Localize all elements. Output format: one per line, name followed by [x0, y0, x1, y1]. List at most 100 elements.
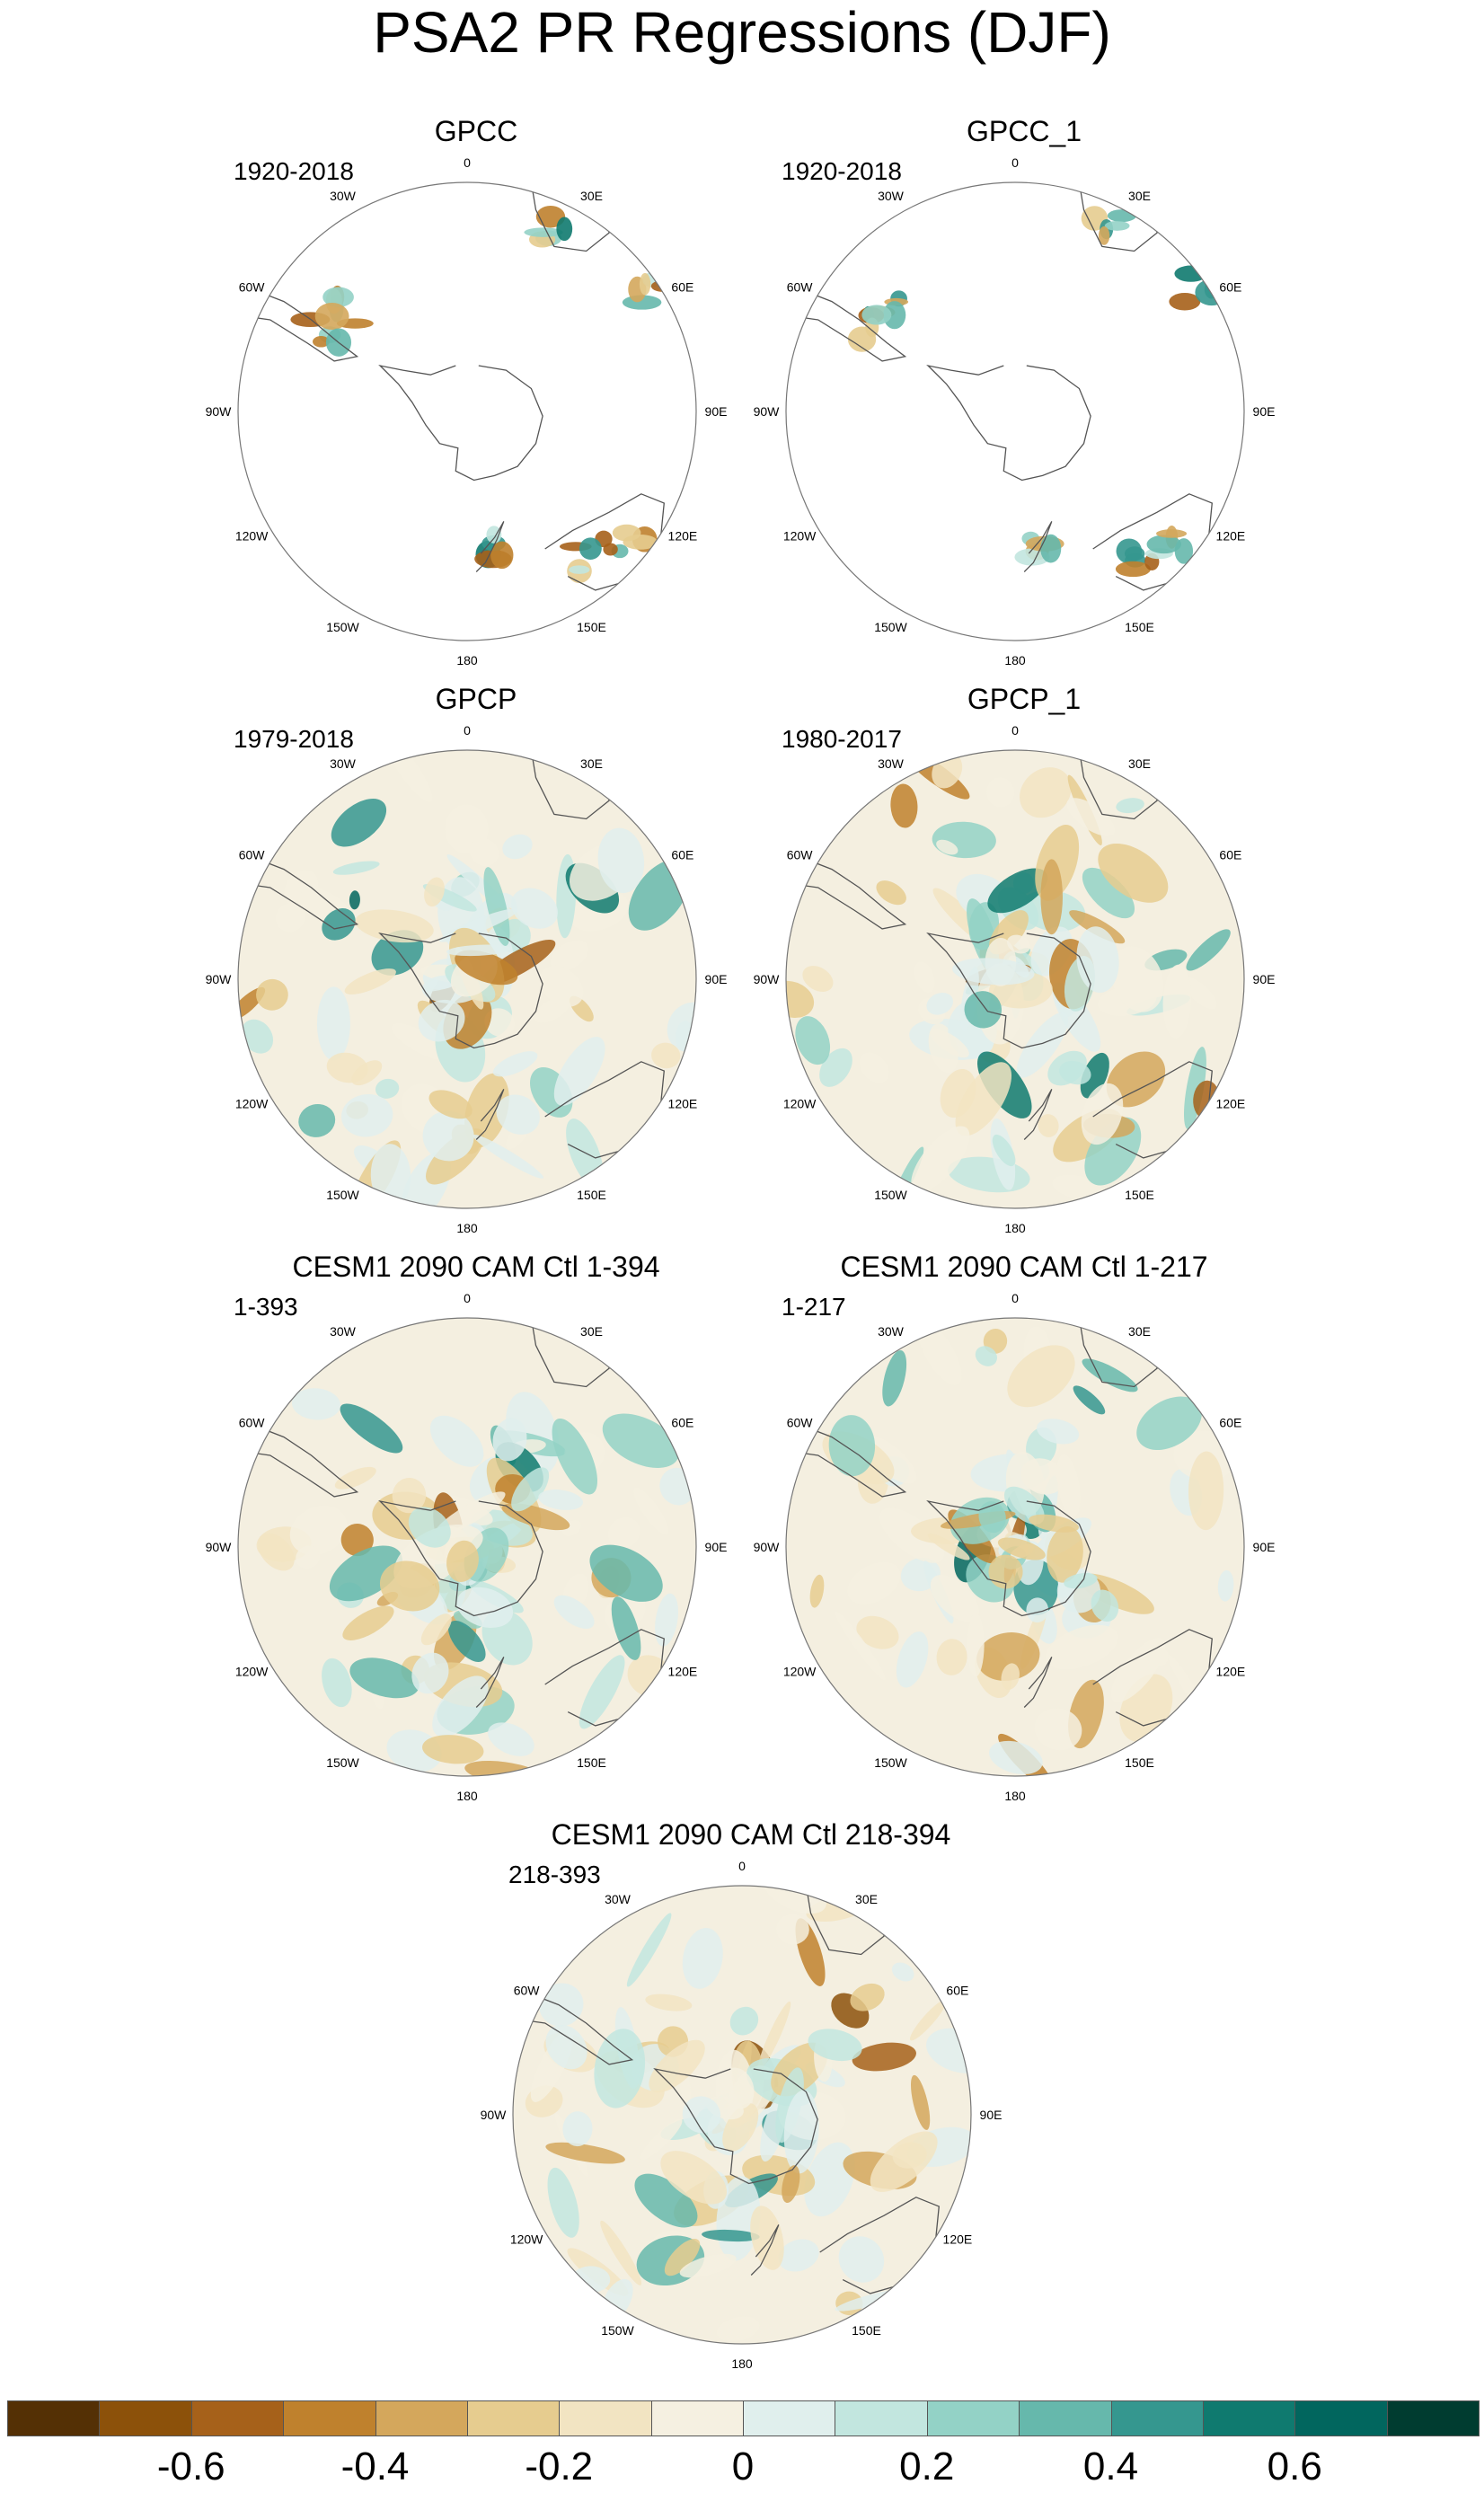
figure-title: PSA2 PR Regressions (DJF) — [373, 0, 1111, 65]
longitude-label: 180 — [1004, 1221, 1026, 1235]
map-panel-gpcc: 0 30E 60E 90E 120E 150E 180 150W 120W 90W 60W 30W G… — [198, 115, 755, 672]
panel-period: 1980-2017 — [782, 725, 902, 753]
colorbar-swatch — [926, 2400, 1020, 2436]
longitude-label: 150W — [601, 2323, 634, 2338]
longitude-label: 0 — [464, 1291, 471, 1305]
panel-period: 1-393 — [234, 1293, 298, 1321]
colorbar-tick-label: -0.4 — [340, 2444, 410, 2489]
longitude-label: 180 — [731, 2356, 753, 2371]
longitude-label: 180 — [456, 1789, 478, 1803]
map-boundary — [785, 1317, 1245, 1777]
longitude-label: 0 — [1011, 723, 1019, 738]
longitude-label: 180 — [1004, 653, 1026, 667]
longitude-label: 150E — [577, 620, 606, 634]
longitude-label: 120E — [943, 2232, 973, 2247]
precip-anomaly-field — [238, 750, 696, 1208]
colorbar-swatch — [1294, 2400, 1388, 2436]
map-panel-cesm1-1-394: 0 30E 60E 90E 120E 150E 180 150W 120W 90W 60W 30W C… — [198, 1251, 755, 1808]
colorbar-swatch — [190, 2400, 285, 2436]
precip-anomaly-field — [786, 750, 1244, 1208]
longitude-label: 60E — [671, 1416, 693, 1430]
coastlines — [786, 750, 1213, 1159]
longitude-label: 120E — [1216, 1097, 1246, 1111]
colorbar-tick-label: 0.6 — [1267, 2444, 1322, 2489]
colorbar-swatch — [1386, 2400, 1480, 2436]
longitude-label: 120W — [235, 1097, 269, 1111]
longitude-label: 30W — [878, 189, 905, 203]
longitude-label: 90W — [754, 972, 781, 986]
panel-period: 1979-2018 — [234, 725, 354, 753]
colorbar-tick-label: -0.6 — [156, 2444, 225, 2489]
longitude-label: 30E — [855, 1892, 878, 1906]
precip-anomaly-field — [513, 1886, 971, 2344]
colorbar-swatch — [99, 2400, 192, 2436]
longitude-label: 120W — [235, 529, 269, 544]
colorbar-swatch — [283, 2400, 376, 2436]
polar-map: 0 30E 60E 90E 120E 150E 180 150W 120W 90W 60W 30W — [206, 155, 728, 667]
longitude-label: 90E — [705, 404, 728, 419]
panel-period: 218-393 — [508, 1861, 601, 1888]
longitude-label: 90E — [980, 2108, 1003, 2122]
longitude-label: 120W — [235, 1665, 269, 1679]
polar-map: 0 30E 60E 90E 120E 150E 180 150W 120W 90W 60W 30W — [206, 723, 728, 1235]
map-boundary — [785, 749, 1245, 1209]
longitude-label: 90W — [754, 1540, 781, 1554]
longitude-label: 120E — [1216, 1665, 1246, 1679]
longitude-label: 30E — [580, 1324, 603, 1339]
colorbar-swatch — [743, 2400, 836, 2436]
longitude-label: 150E — [577, 1755, 606, 1770]
longitude-label: 90E — [705, 972, 728, 986]
longitude-label: 60E — [671, 848, 693, 862]
longitude-label: 0 — [1011, 155, 1019, 170]
polar-map: 0 30E 60E 90E 120E 150E 180 150W 120W 90W 60W 30W — [754, 1291, 1276, 1803]
panel-title: CESM1 2090 CAM Ctl 1-394 — [292, 1251, 660, 1283]
longitude-label: 150W — [326, 1188, 359, 1202]
longitude-label: 0 — [1011, 1291, 1019, 1305]
map-panel-gpcc-1: 0 30E 60E 90E 120E 150E 180 150W 120W 90W 60W 30W G… — [746, 115, 1303, 672]
longitude-label: 120E — [668, 1665, 698, 1679]
longitude-label: 120W — [510, 2232, 543, 2247]
map-boundary — [237, 749, 697, 1209]
coastlines — [786, 1318, 1213, 1727]
longitude-label: 30W — [330, 756, 357, 771]
longitude-label: 150W — [326, 1755, 359, 1770]
polar-map: 0 30E 60E 90E 120E 150E 180 150W 120W 90W 60W 30W — [481, 1859, 1003, 2371]
longitude-label: 90W — [206, 972, 233, 986]
colorbar-swatch — [650, 2400, 744, 2436]
map-boundary — [237, 1317, 697, 1777]
longitude-label: 150E — [577, 1188, 606, 1202]
precip-anomaly-field — [290, 205, 675, 583]
longitude-label: 30W — [878, 756, 905, 771]
longitude-label: 30W — [878, 1324, 905, 1339]
longitude-label: 30E — [1128, 1324, 1151, 1339]
map-panel-cesm1-218-394: 0 30E 60E 90E 120E 150E 180 150W 120W 90W 60W 30W C… — [473, 1818, 1029, 2375]
coastlines — [786, 182, 1213, 591]
map-panel-gpcp: 0 30E 60E 90E 120E 150E 180 150W 120W 90W 60W 30W G… — [198, 683, 755, 1240]
longitude-label: 180 — [456, 1221, 478, 1235]
colorbar-tick-label: -0.2 — [525, 2444, 594, 2489]
panel-title: GPCC_1 — [966, 115, 1082, 147]
longitude-label: 150E — [852, 2323, 881, 2338]
panel-title: GPCP_1 — [967, 683, 1082, 715]
colorbar — [7, 2400, 1480, 2436]
longitude-label: 180 — [1004, 1789, 1026, 1803]
longitude-label: 120E — [668, 529, 698, 544]
longitude-label: 30W — [605, 1892, 632, 1906]
longitude-label: 0 — [738, 1859, 746, 1873]
map-boundary — [785, 181, 1245, 641]
longitude-label: 120E — [668, 1097, 698, 1111]
longitude-label: 90W — [754, 404, 781, 419]
longitude-label: 30E — [1128, 756, 1151, 771]
colorbar-tick-label: 0.4 — [1082, 2444, 1139, 2489]
coastlines — [238, 182, 665, 591]
longitude-label: 30W — [330, 189, 357, 203]
longitude-label: 150W — [874, 1755, 907, 1770]
panel-title: CESM1 2090 CAM Ctl 1-217 — [840, 1251, 1208, 1283]
longitude-label: 30E — [580, 756, 603, 771]
colorbar-swatch — [559, 2400, 652, 2436]
precip-anomaly-field — [786, 1318, 1244, 1776]
panel-period: 1-217 — [782, 1293, 846, 1321]
colorbar-tick-label: 0.2 — [899, 2444, 955, 2489]
precip-anomaly-field — [847, 206, 1229, 578]
longitude-label: 60W — [239, 280, 266, 295]
